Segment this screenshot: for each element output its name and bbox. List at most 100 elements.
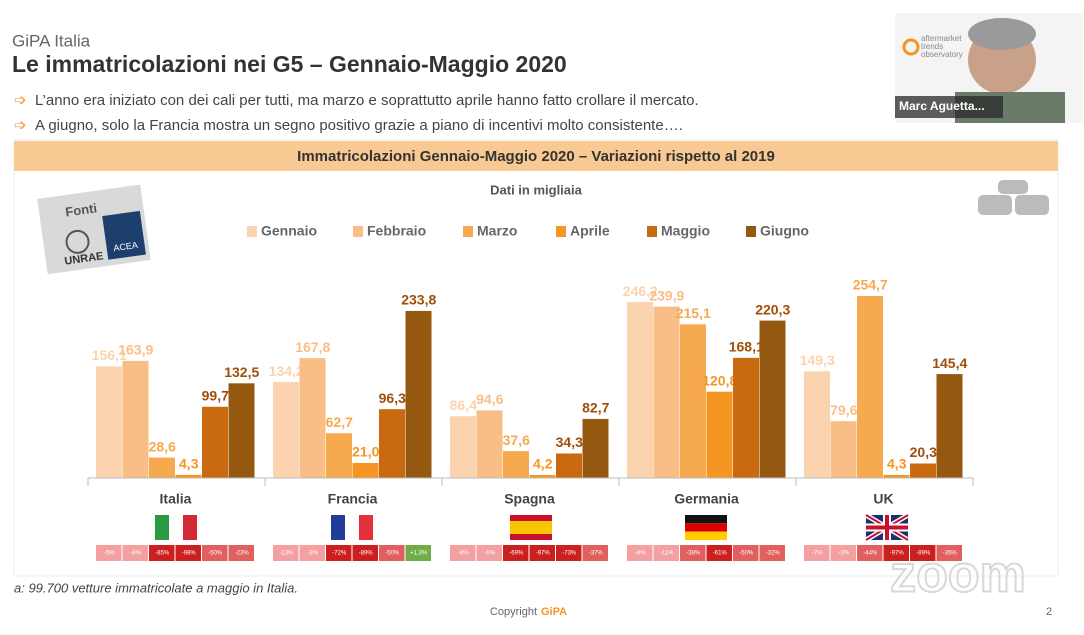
category-label: Germania bbox=[674, 491, 739, 507]
change-box bbox=[202, 545, 228, 561]
value-label: 156,1 bbox=[92, 347, 127, 363]
change-label: -3% bbox=[838, 551, 849, 557]
change-box bbox=[857, 545, 883, 561]
change-label: -97% bbox=[536, 551, 551, 557]
bar bbox=[503, 451, 529, 478]
badge-text: observatory bbox=[921, 50, 963, 59]
change-box bbox=[503, 545, 529, 561]
value-label: 4,3 bbox=[179, 456, 199, 472]
value-label: 120,8 bbox=[702, 372, 737, 388]
legend-swatch bbox=[247, 226, 257, 237]
bar bbox=[857, 296, 883, 478]
value-label: 34,3 bbox=[556, 434, 583, 450]
value-label: 20,3 bbox=[910, 444, 937, 460]
flag-italia bbox=[155, 515, 197, 540]
bar bbox=[379, 409, 405, 478]
value-label: 145,4 bbox=[932, 355, 967, 371]
change-label: -50% bbox=[739, 551, 754, 557]
change-label: -37% bbox=[589, 551, 604, 557]
value-label: 94,6 bbox=[476, 391, 503, 407]
change-box bbox=[175, 545, 201, 561]
bar bbox=[680, 324, 706, 478]
change-label: -6% bbox=[484, 551, 495, 557]
value-label: 28,6 bbox=[149, 438, 176, 454]
change-box bbox=[529, 545, 555, 561]
value-label: 254,7 bbox=[853, 277, 888, 293]
change-box bbox=[96, 545, 122, 561]
car-icon bbox=[1015, 195, 1049, 215]
change-box bbox=[352, 545, 378, 561]
change-label: -61% bbox=[713, 551, 728, 557]
change-box bbox=[910, 545, 936, 561]
change-label: -8% bbox=[130, 551, 141, 557]
change-box bbox=[326, 545, 352, 561]
change-label: -72% bbox=[332, 551, 347, 557]
flags bbox=[155, 512, 910, 543]
legend-swatch bbox=[647, 226, 657, 237]
legend-swatch bbox=[353, 226, 363, 237]
copyright-brand: GiPA bbox=[541, 606, 567, 618]
bar bbox=[804, 371, 830, 478]
category-label: Francia bbox=[328, 491, 378, 507]
value-label: 21,0 bbox=[352, 444, 379, 460]
bar bbox=[582, 418, 609, 478]
bar bbox=[175, 474, 202, 478]
company: GiPA Italia bbox=[12, 31, 91, 50]
value-label: 215,1 bbox=[676, 305, 711, 321]
change-label: -3% bbox=[307, 551, 318, 557]
acea-bg bbox=[102, 210, 146, 260]
badge-text: aftermarket bbox=[921, 34, 962, 43]
flag-germania bbox=[685, 515, 727, 540]
value-label: 99,7 bbox=[202, 387, 229, 403]
bullet: L’anno era iniziato con dei cali per tut… bbox=[35, 92, 699, 109]
change-label: -73% bbox=[562, 551, 577, 557]
bar bbox=[556, 453, 582, 478]
change-label: -89% bbox=[359, 551, 374, 557]
bar bbox=[96, 366, 122, 478]
bar bbox=[910, 463, 936, 478]
bar bbox=[299, 358, 326, 478]
page-number: 2 bbox=[1046, 606, 1052, 618]
sources-label: Fonti bbox=[64, 200, 98, 219]
bar bbox=[936, 374, 963, 478]
legend-swatch bbox=[746, 226, 756, 237]
bar bbox=[405, 310, 432, 478]
change-box bbox=[149, 545, 175, 561]
bar bbox=[122, 360, 149, 478]
bar bbox=[352, 462, 379, 478]
badge-icon bbox=[902, 38, 920, 56]
unrae-logo: UNRAE bbox=[64, 250, 104, 267]
change-box bbox=[273, 545, 299, 561]
bar bbox=[476, 410, 503, 478]
bar bbox=[830, 421, 857, 478]
bar bbox=[733, 357, 759, 478]
change-label: -23% bbox=[235, 551, 250, 557]
flag-uk bbox=[864, 512, 910, 543]
category-label: Italia bbox=[160, 491, 192, 507]
bar bbox=[653, 306, 680, 478]
bar bbox=[759, 320, 786, 478]
value-label: 233,8 bbox=[401, 292, 436, 308]
change-label: -11% bbox=[660, 551, 674, 557]
change-box bbox=[706, 545, 732, 561]
value-label: 134,2 bbox=[269, 363, 304, 379]
category-label: Spagna bbox=[504, 491, 555, 507]
change-label: -7% bbox=[812, 551, 823, 557]
change-box bbox=[830, 545, 856, 561]
change-label: -69% bbox=[509, 551, 524, 557]
chart-title: Immatricolazioni Gennaio-Maggio 2020 – V… bbox=[297, 148, 775, 165]
value-label: 239,9 bbox=[649, 287, 684, 303]
value-label: 167,8 bbox=[295, 339, 330, 355]
change-box bbox=[733, 545, 759, 561]
value-label: 4,2 bbox=[533, 456, 553, 472]
change-box bbox=[759, 545, 785, 561]
bar bbox=[706, 391, 733, 478]
legend-label: Maggio bbox=[661, 223, 710, 239]
change-label: -8% bbox=[458, 551, 469, 557]
value-label: 96,3 bbox=[379, 390, 406, 406]
value-label: 82,7 bbox=[582, 400, 609, 416]
slide-title: Le immatricolazioni nei G5 – Gennaio-Mag… bbox=[12, 51, 567, 77]
value-label: 79,6 bbox=[830, 402, 857, 418]
change-box bbox=[883, 545, 909, 561]
change-label: -89% bbox=[916, 551, 931, 557]
